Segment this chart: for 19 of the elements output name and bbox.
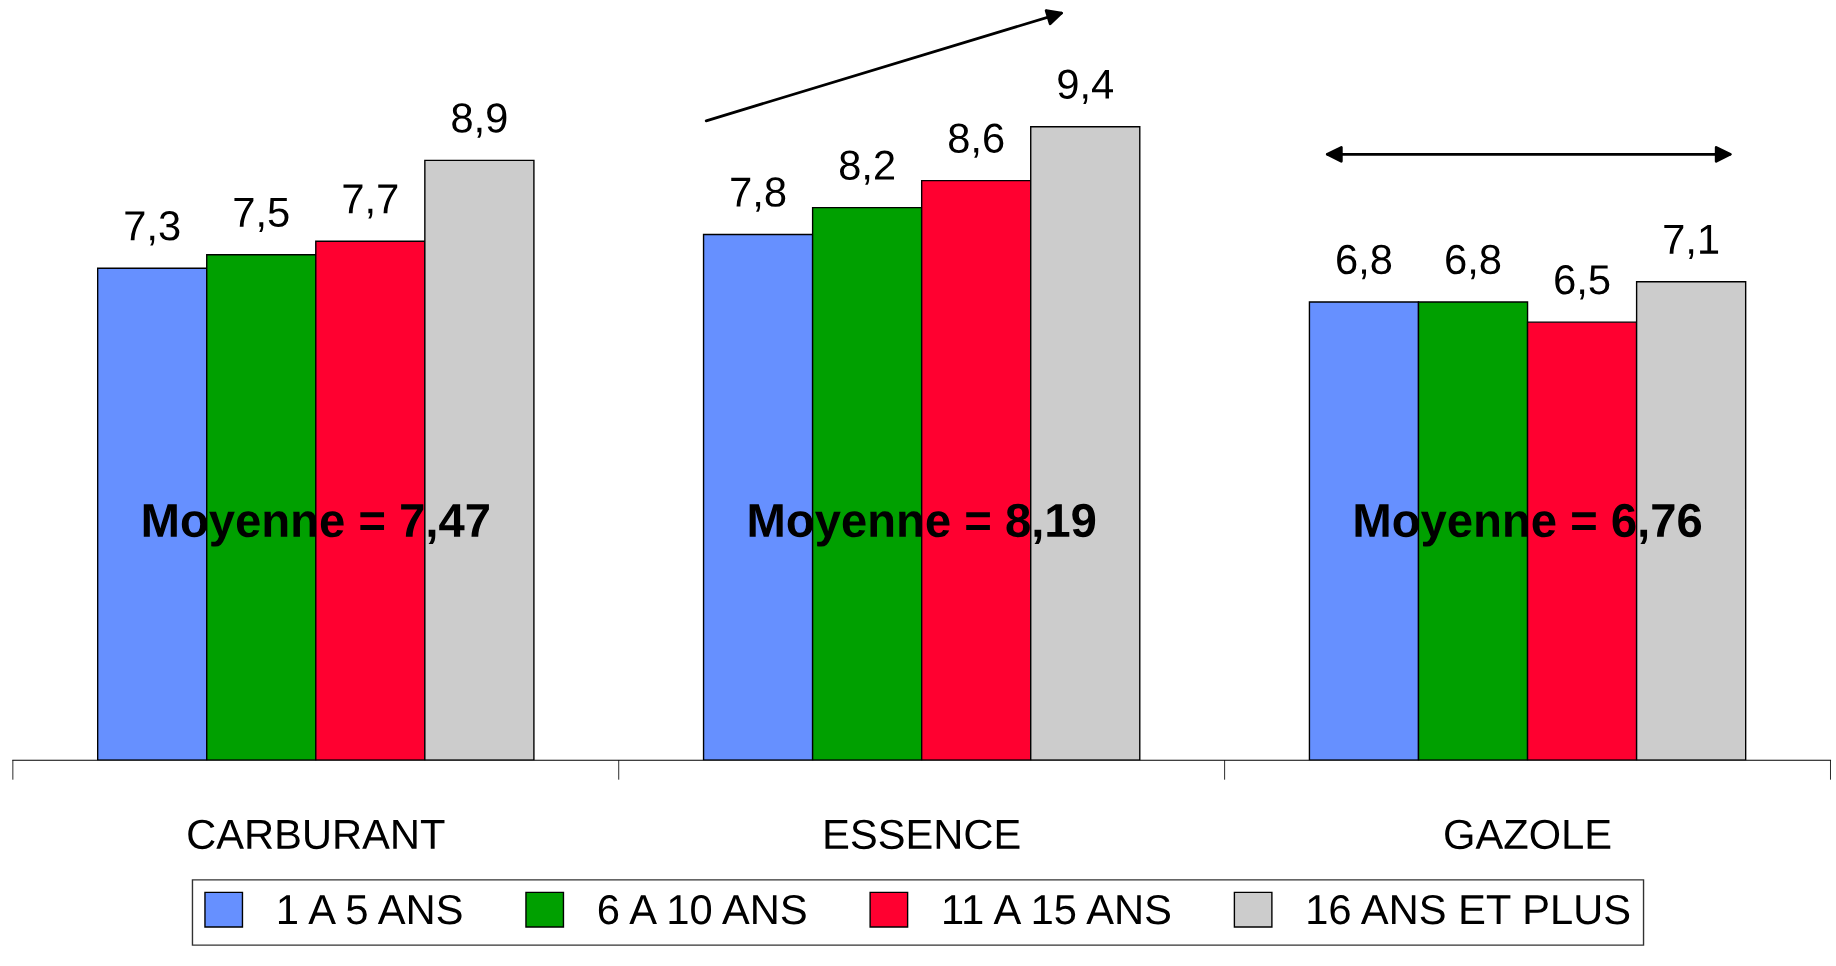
data-label: 6,5 (1555, 264, 1610, 300)
data-label: 7,8 (731, 177, 786, 212)
data-label: 8,2 (839, 150, 895, 185)
data-label: 8,6 (949, 123, 1004, 158)
legend-label: 1 A 5 ANS (278, 894, 462, 925)
data-label: 9,4 (1058, 69, 1113, 104)
x-tick-label: ESSENCE (825, 819, 1020, 850)
data-label: 8,9 (452, 103, 507, 138)
x-tick-label: GAZOLE (1445, 819, 1611, 850)
data-label: 7,7 (343, 184, 398, 219)
data-label: 7,1 (1664, 224, 1719, 259)
data-label: 6,8 (1446, 244, 1501, 280)
legend-label: 16 ANS ET PLUS (1308, 894, 1630, 925)
x-tick-label: CARBURANT (188, 819, 445, 850)
data-label: 6,8 (1337, 244, 1392, 280)
data-label: 7,5 (234, 198, 289, 232)
legend-label: 6 A 10 ANS (598, 894, 806, 925)
legend-label: 11 A 15 ANS (944, 894, 1170, 925)
data-label: 7,3 (125, 211, 180, 246)
